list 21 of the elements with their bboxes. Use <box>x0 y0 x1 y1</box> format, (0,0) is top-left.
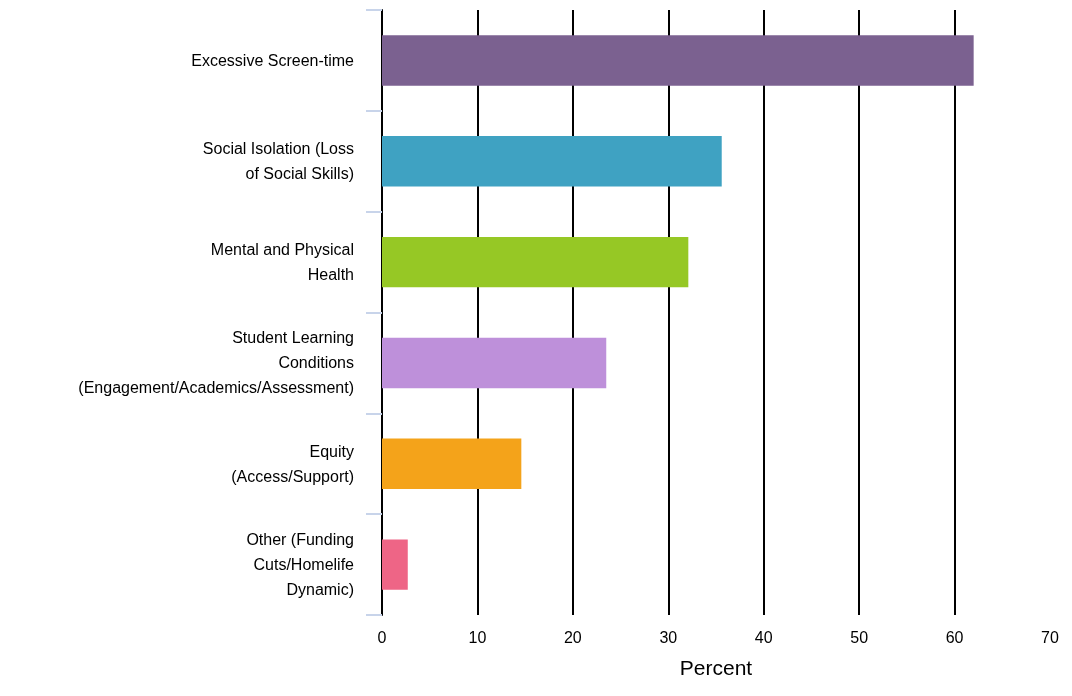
y-tick-label: Mental and Physical Health <box>210 241 354 284</box>
y-tick-label: Social Isolation (Loss of Social Skills) <box>202 140 354 183</box>
y-tick-label: Other (Funding Cuts/Homelife Dynamic) <box>246 531 355 599</box>
x-tick-label: 60 <box>945 628 964 646</box>
x-tick-label: 0 <box>377 628 387 646</box>
bar <box>382 539 408 590</box>
x-tick-label: 70 <box>1041 628 1059 646</box>
x-tick-label: 50 <box>850 628 869 646</box>
y-tick-label: Excessive Screen-time <box>191 51 355 69</box>
x-tick-label: 20 <box>563 628 582 646</box>
bar <box>382 236 689 288</box>
x-tick-label: 30 <box>659 628 678 646</box>
x-axis-title: Percent <box>679 656 753 679</box>
y-tick-label: Student Learning Conditions (Engagement/Academics/Assessment) <box>78 329 354 397</box>
bar <box>382 35 974 86</box>
bar <box>382 438 522 489</box>
x-tick-label: 10 <box>468 628 487 646</box>
x-tick-label: 40 <box>754 628 773 646</box>
bar <box>382 337 607 389</box>
y-tick-label: Equity (Access/Support) <box>231 442 354 485</box>
bar <box>382 136 722 187</box>
